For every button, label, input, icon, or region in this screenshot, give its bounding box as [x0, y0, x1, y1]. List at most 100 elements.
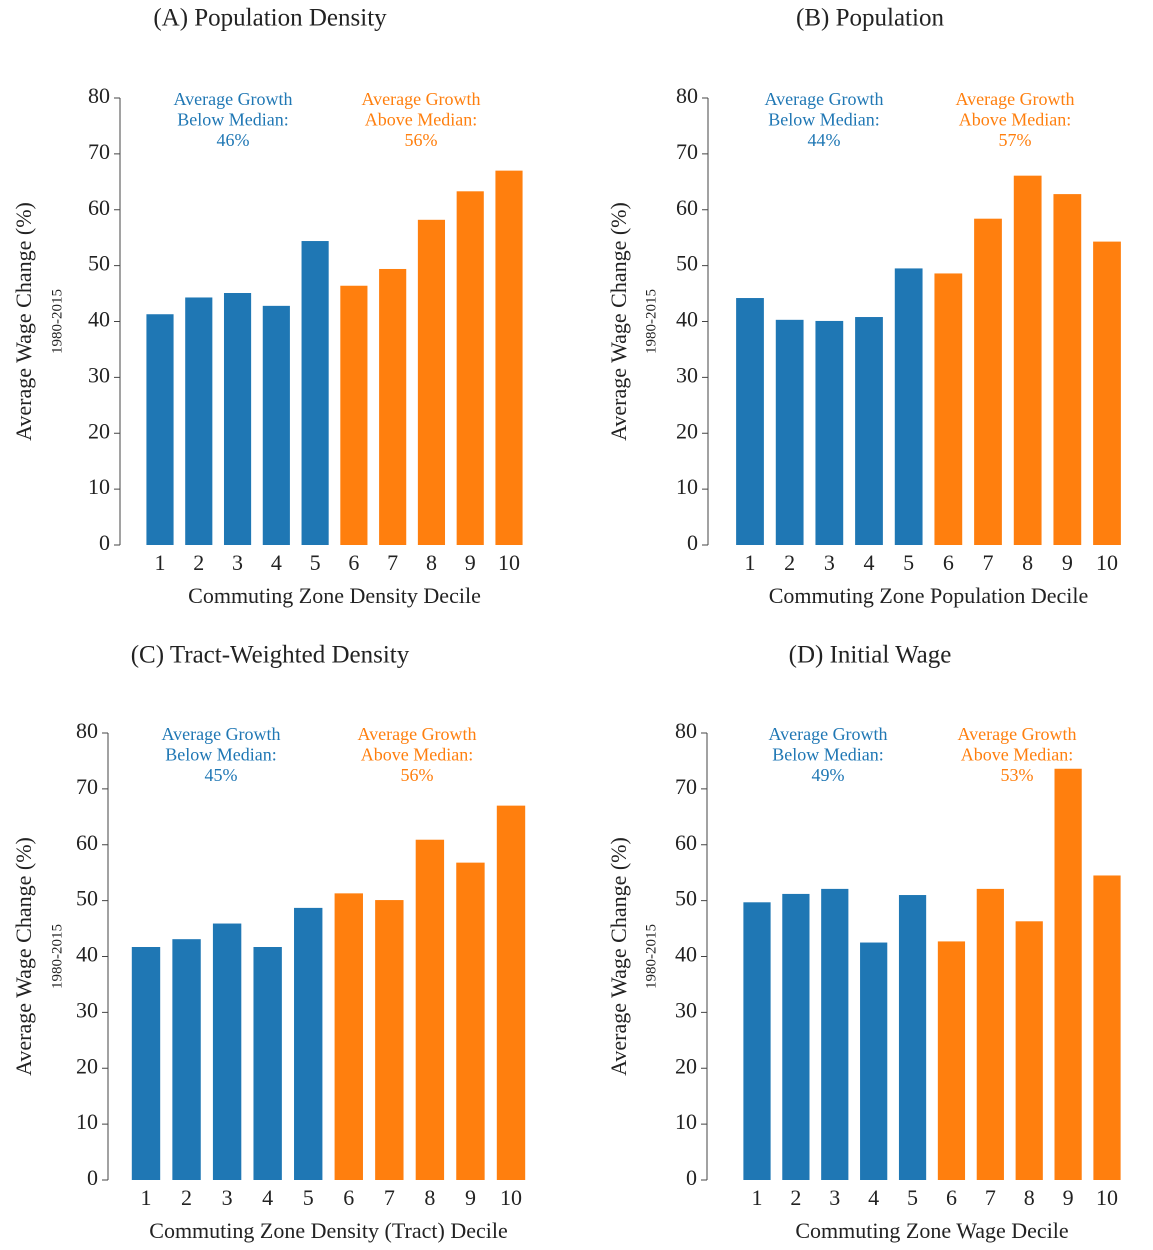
- y-tick-label: 40: [76, 942, 98, 967]
- bar: [898, 895, 927, 1180]
- annotation: 46%: [217, 130, 250, 150]
- x-tick-label: 7: [387, 550, 398, 575]
- y-axis-title: Average Wage Change (%): [11, 837, 36, 1076]
- bar: [340, 285, 368, 545]
- y-tick-label: 60: [676, 195, 698, 220]
- x-tick-label: 8: [1024, 1185, 1035, 1210]
- bar: [415, 839, 445, 1180]
- annotation: Average Growth: [161, 724, 280, 744]
- bar: [379, 268, 407, 545]
- x-tick-label: 4: [864, 550, 875, 575]
- y-axis-title: Average Wage Change (%): [11, 202, 36, 441]
- bar: [937, 941, 966, 1180]
- bar: [1093, 241, 1121, 545]
- bar: [294, 907, 323, 1180]
- x-tick-label: 9: [1062, 550, 1073, 575]
- x-tick-label: 2: [181, 1185, 192, 1210]
- bar: [495, 170, 523, 545]
- y-tick-label: 20: [675, 1053, 697, 1078]
- bar: [375, 900, 404, 1180]
- annotation: Below Median:: [772, 745, 883, 765]
- bar: [860, 942, 888, 1180]
- x-tick-label: 6: [348, 550, 359, 575]
- annotation: Below Median:: [177, 110, 288, 130]
- bar: [974, 218, 1002, 545]
- y-tick-label: 60: [88, 195, 110, 220]
- x-tick-label: 3: [222, 1185, 233, 1210]
- bar: [146, 314, 174, 545]
- x-tick-label: 3: [829, 1185, 840, 1210]
- bar: [334, 893, 363, 1180]
- bar: [301, 241, 329, 546]
- panel: (B) Population 0 10 20 30 40 50 60 70 80 1 2 3 4 5 6 7 8 9…: [606, 5, 1118, 608]
- annotation: Average Growth: [361, 89, 480, 109]
- x-tick-label: 1: [141, 1185, 152, 1210]
- y-tick-label: 40: [88, 307, 110, 332]
- y-tick-label: 40: [676, 307, 698, 332]
- bar: [456, 862, 485, 1180]
- annotation: Above Median:: [361, 745, 473, 765]
- bar: [821, 888, 849, 1180]
- x-tick-label: 5: [903, 550, 914, 575]
- y-tick-label: 20: [676, 418, 698, 443]
- x-axis-title: Commuting Zone Density (Tract) Decile: [149, 1218, 507, 1243]
- bar: [775, 319, 804, 545]
- y-tick-label: 10: [88, 474, 110, 499]
- y-axis-subtitle: 1980-2015: [643, 924, 659, 989]
- x-tick-label: 1: [155, 550, 166, 575]
- bar: [743, 902, 771, 1180]
- annotation: Average Growth: [955, 89, 1074, 109]
- panel-title: (C) Tract-Weighted Density: [131, 642, 410, 669]
- bar: [782, 893, 810, 1180]
- x-tick-label: 4: [868, 1185, 879, 1210]
- x-tick-label: 7: [983, 550, 994, 575]
- y-tick-label: 30: [675, 997, 697, 1022]
- y-tick-label: 50: [675, 886, 697, 911]
- x-tick-label: 8: [426, 550, 437, 575]
- annotation: 45%: [205, 765, 238, 785]
- y-tick-label: 50: [676, 251, 698, 276]
- annotation: 44%: [808, 130, 841, 150]
- x-tick-label: 9: [465, 1185, 476, 1210]
- panel: (A) Population Density 0 10 20 30 40 50 60 70 80 1…: [11, 5, 520, 608]
- annotation: Above Median:: [961, 745, 1073, 765]
- bar: [976, 888, 1004, 1180]
- y-axis-title: Average Wage Change (%): [606, 837, 631, 1076]
- y-tick-label: 10: [76, 1109, 98, 1134]
- panel-title: (D) Initial Wage: [789, 642, 952, 669]
- bar: [1054, 768, 1082, 1180]
- bar: [855, 317, 883, 545]
- y-tick-label: 0: [686, 1165, 697, 1190]
- bar: [417, 219, 446, 545]
- annotation: 57%: [999, 130, 1032, 150]
- y-tick-label: 20: [76, 1053, 98, 1078]
- annotation: Below Median:: [768, 110, 879, 130]
- x-axis-title: Commuting Zone Wage Decile: [795, 1218, 1068, 1243]
- x-tick-label: 4: [271, 550, 282, 575]
- x-tick-label: 9: [465, 550, 476, 575]
- x-tick-label: 5: [310, 550, 321, 575]
- annotation: Average Growth: [957, 724, 1076, 744]
- bar: [815, 320, 844, 545]
- bar: [131, 947, 161, 1180]
- x-tick-label: 7: [384, 1185, 395, 1210]
- y-tick-label: 50: [76, 886, 98, 911]
- y-tick-label: 30: [676, 362, 698, 387]
- bar: [1053, 194, 1082, 546]
- annotation: Above Median:: [365, 110, 477, 130]
- annotation: Average Growth: [764, 89, 883, 109]
- x-tick-label: 9: [1063, 1185, 1074, 1210]
- y-tick-label: 10: [675, 1109, 697, 1134]
- y-tick-label: 30: [88, 362, 110, 387]
- y-tick-label: 80: [675, 718, 697, 743]
- x-axis-title: Commuting Zone Density Decile: [188, 583, 481, 608]
- y-tick-label: 70: [88, 139, 110, 164]
- x-tick-label: 10: [1096, 550, 1118, 575]
- annotation: Average Growth: [357, 724, 476, 744]
- bar: [736, 298, 764, 545]
- x-tick-label: 3: [232, 550, 243, 575]
- bar: [262, 305, 290, 545]
- x-tick-label: 3: [824, 550, 835, 575]
- y-tick-label: 70: [675, 774, 697, 799]
- annotation: 56%: [405, 130, 438, 150]
